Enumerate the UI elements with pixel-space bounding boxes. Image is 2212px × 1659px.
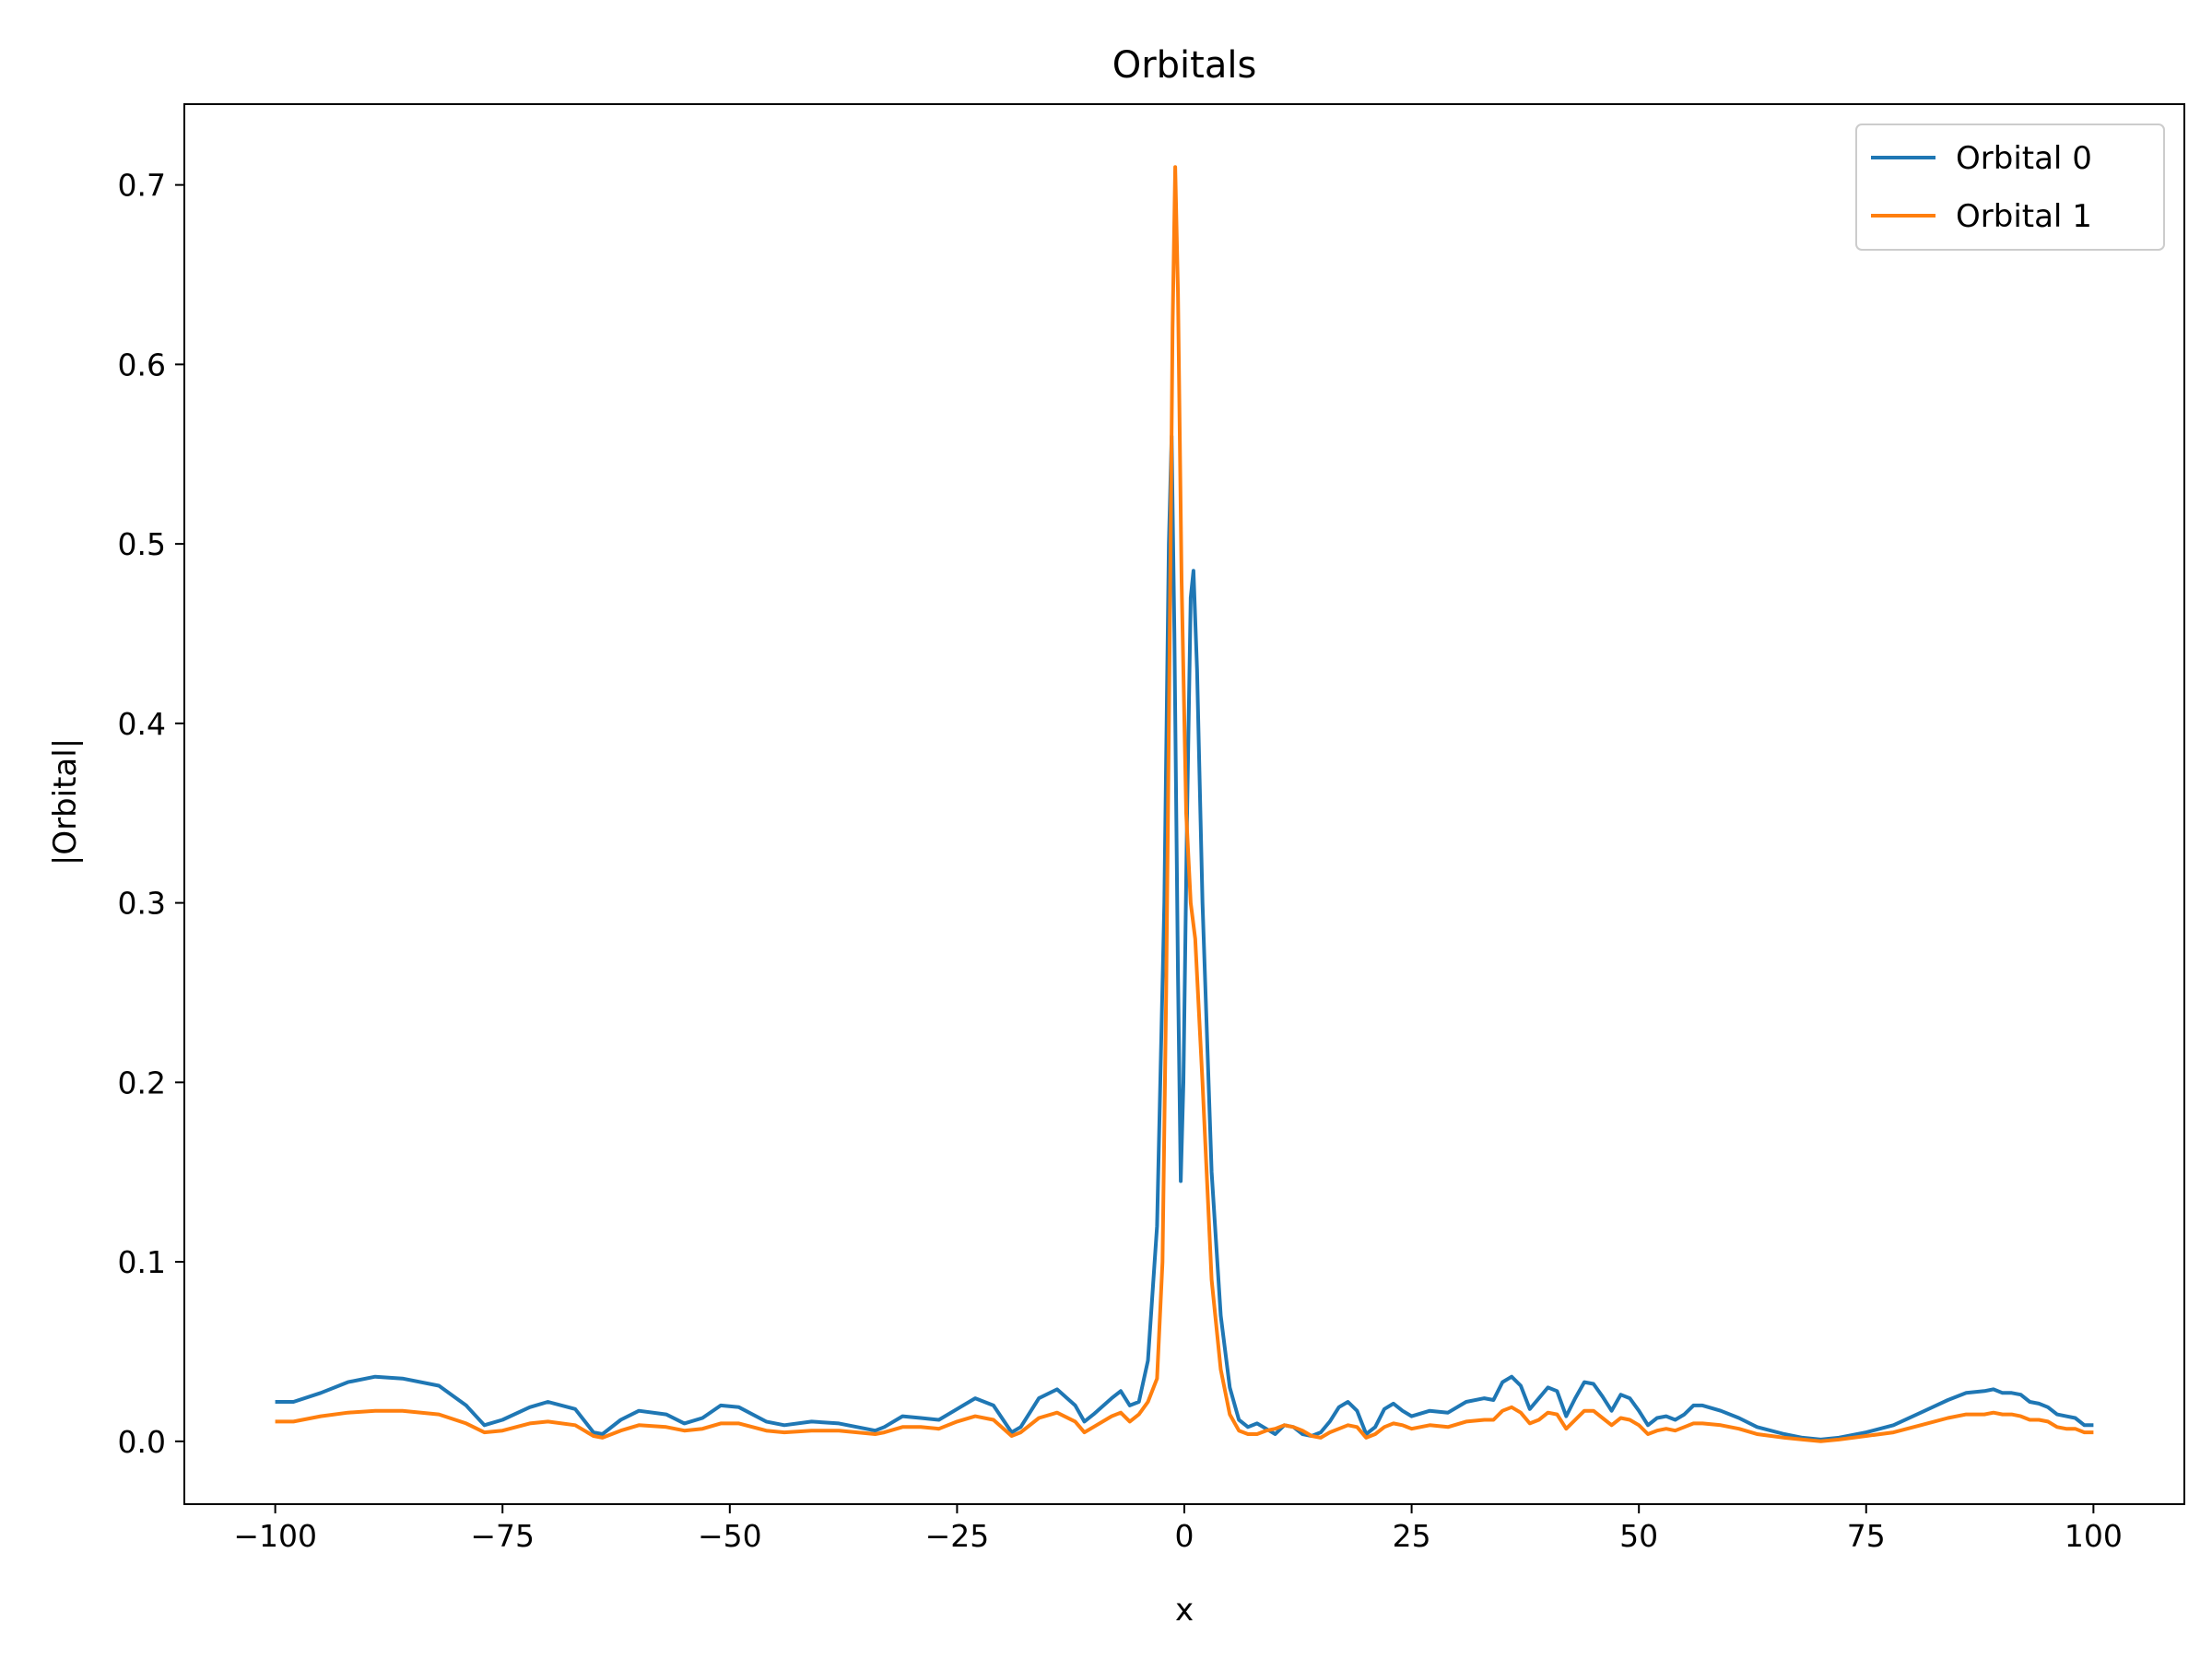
x-tick-label: −75	[470, 1518, 535, 1554]
y-axis-label: |Orbital|	[47, 738, 84, 865]
x-tick-label: 75	[1847, 1518, 1886, 1554]
x-tick-label: 50	[1619, 1518, 1658, 1554]
y-tick-label: 0.5	[118, 526, 166, 562]
x-tick-label: −100	[233, 1518, 317, 1554]
x-axis-label: x	[1175, 1592, 1194, 1629]
y-tick-label: 0.1	[118, 1244, 166, 1280]
y-tick-label: 0.7	[118, 168, 166, 204]
legend: Orbital 0 Orbital 1	[1855, 124, 2165, 251]
x-tick-label: 25	[1393, 1518, 1431, 1554]
series-line-0	[275, 434, 2094, 1441]
series-line-1	[275, 165, 2094, 1443]
x-axis: −100 −75 −50 −25 0 25 50 75 100	[233, 1504, 2123, 1554]
y-axis: 0.0 0.1 0.2 0.3 0.4 0.5 0.6 0.7	[118, 168, 184, 1460]
y-tick-label: 0.0	[118, 1424, 166, 1460]
chart-title: Orbitals	[1112, 44, 1257, 87]
legend-label-0: Orbital 0	[1956, 140, 2092, 177]
y-tick-label: 0.4	[118, 706, 166, 742]
x-tick-label: −25	[925, 1518, 990, 1554]
y-tick-label: 0.3	[118, 886, 166, 922]
y-tick-label: 0.2	[118, 1065, 166, 1100]
legend-label-1: Orbital 1	[1956, 198, 2092, 235]
series-layer	[275, 165, 2094, 1443]
x-tick-label: 100	[2065, 1518, 2123, 1554]
x-tick-label: 0	[1175, 1518, 1194, 1554]
y-tick-label: 0.6	[118, 347, 166, 382]
x-tick-label: −50	[698, 1518, 762, 1554]
